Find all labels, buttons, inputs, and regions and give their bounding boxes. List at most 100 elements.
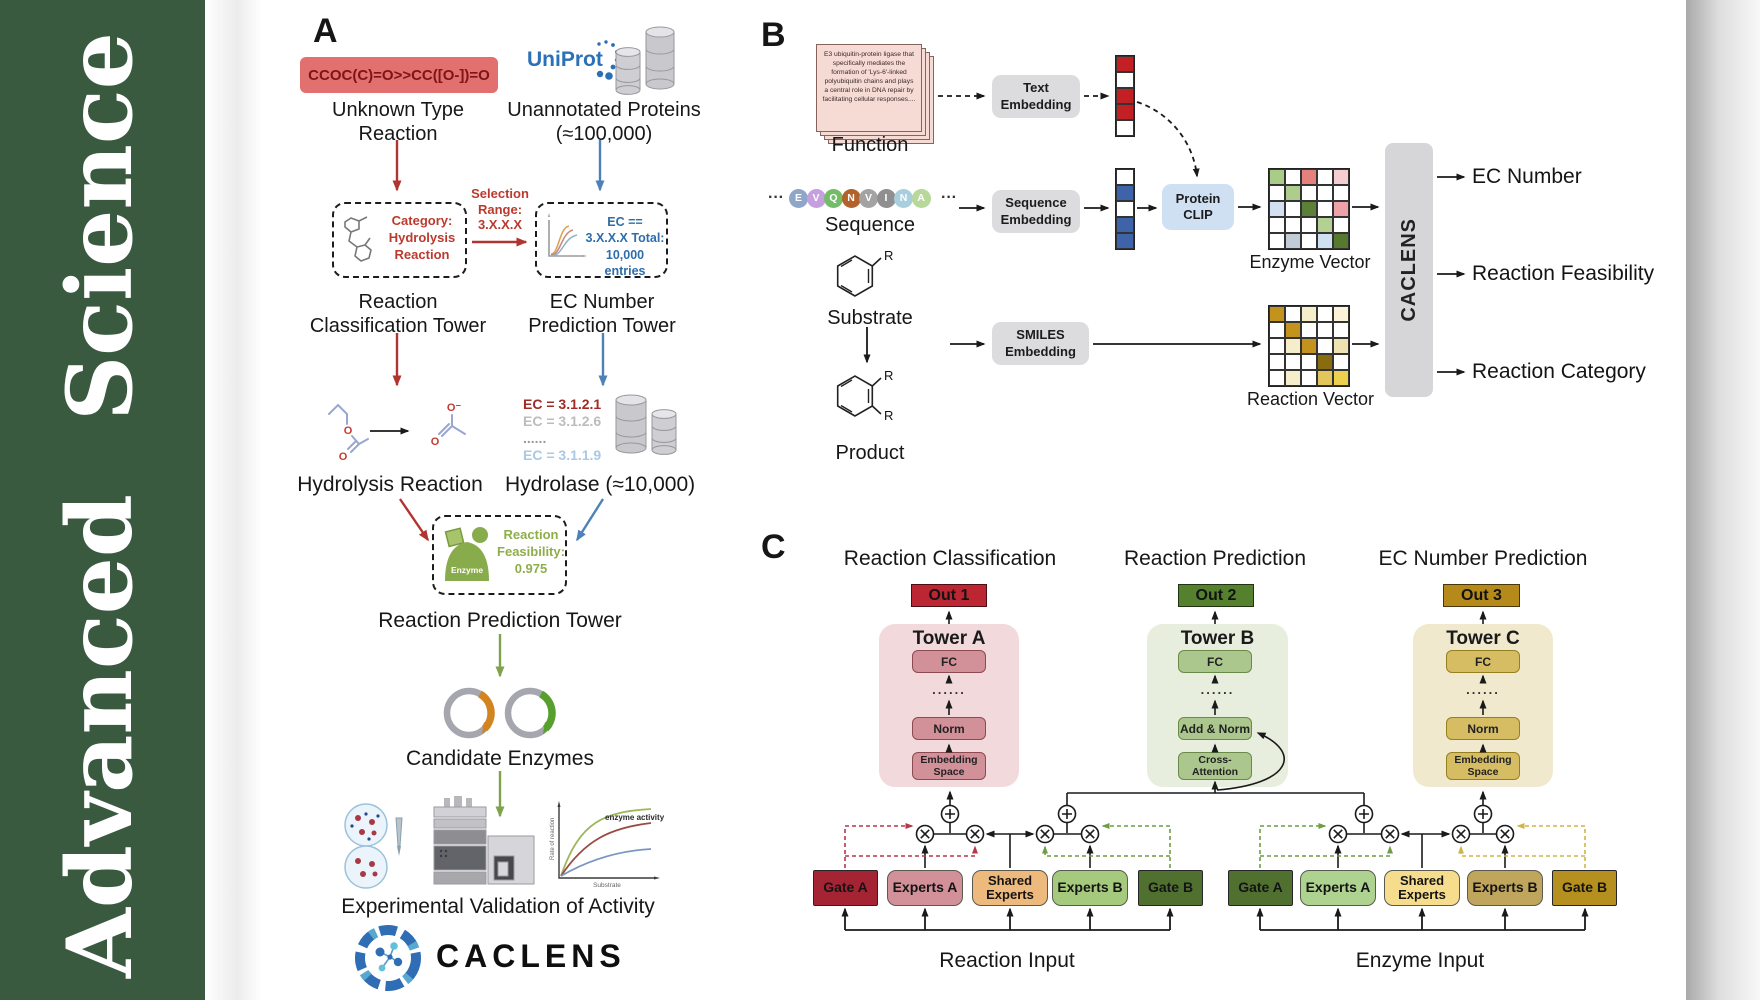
cell (1301, 306, 1317, 322)
enzyme-icon: Enzyme (444, 527, 489, 581)
output-ec-number: EC Number (1472, 165, 1582, 188)
cell (1269, 233, 1285, 249)
prediction-tower-label: Reaction Prediction Tower (378, 609, 622, 632)
reaction-smiles-box: CCOC(C)=O>>CC([O-])=O (300, 57, 498, 93)
plot-xlabel: Substrate (593, 882, 621, 889)
moe-left-gate-a: Gate A (813, 870, 878, 906)
cell (1301, 233, 1317, 249)
sequence-embedding-box: Sequence Embedding (992, 190, 1080, 233)
residue-V: V (859, 189, 878, 208)
residue-N: N (894, 189, 913, 208)
protein-clip-box: Protein CLIP (1162, 184, 1234, 230)
function-card: E3 ubiquitin-protein ligase that specifi… (816, 44, 922, 132)
candidate-enzymes-label: Candidate Enzymes (406, 747, 594, 770)
moe-right-experts-b: Experts B (1467, 870, 1543, 906)
moe-left-gate-b: Gate B (1138, 870, 1203, 906)
ec-candidate: EC = 3.1.2.1 (523, 396, 602, 412)
sequence-label: Sequence (824, 214, 916, 236)
cell (1285, 233, 1301, 249)
panel-a-label: A (313, 12, 338, 50)
hydrolase-label: Hydrolase (≈10,000) (505, 473, 696, 496)
out1-box: Out 1 (911, 584, 987, 607)
cell (1301, 354, 1317, 370)
cell (1317, 201, 1333, 217)
cell (1285, 338, 1301, 354)
svg-text:O: O (339, 451, 348, 463)
tower-a-title: Tower A (912, 628, 986, 649)
panel-b-label: B (761, 16, 786, 54)
cell (1116, 104, 1134, 120)
cell (1285, 217, 1301, 233)
enzyme-vector-matrix (1268, 168, 1350, 250)
output-reaction-category: Reaction Category (1472, 360, 1646, 383)
tower-c-embedding-space: Embedding Space (1446, 752, 1520, 780)
moe-left-shared-experts: Shared Experts (972, 870, 1048, 906)
feasibility-text: Reaction Feasibility: 0.975 (497, 527, 565, 576)
cell (1116, 185, 1134, 201)
reaction-input-label: Reaction Input (939, 949, 1075, 972)
ester-molecule: O O (328, 403, 369, 463)
tower-c-title: Tower C (1446, 628, 1520, 649)
product-molecule: R R (836, 368, 893, 423)
svg-text:O⁻: O⁻ (447, 402, 462, 414)
page-left-shadow (207, 0, 262, 1000)
cell (1116, 88, 1134, 104)
cell (1269, 306, 1285, 322)
cell (1301, 322, 1317, 338)
cell (1285, 354, 1301, 370)
cell (1333, 201, 1349, 217)
panel-c-label: C (761, 528, 786, 566)
cell (1285, 169, 1301, 185)
cell (1285, 306, 1301, 322)
cell (1317, 217, 1333, 233)
activity-plot: enzyme activity Rate of reaction Substra… (550, 801, 665, 889)
moe-left-experts-a: Experts A (887, 870, 963, 906)
cell (1285, 201, 1301, 217)
tower-b-cross-attention: Cross-Attention (1178, 752, 1252, 780)
cell (1333, 169, 1349, 185)
classification-tower-label: Reaction Classification Tower (309, 291, 487, 338)
residue-N: N (841, 189, 861, 208)
tower-c-norm: Norm (1446, 717, 1520, 740)
cell (1301, 201, 1317, 217)
cell (1269, 185, 1285, 201)
output-reaction-feasibility: Reaction Feasibility (1472, 262, 1655, 285)
residue-I: I (876, 189, 896, 208)
tower-b-add-norm: Add & Norm (1178, 717, 1252, 740)
tower-a-dots: ...... (932, 682, 966, 697)
cell (1333, 354, 1349, 370)
cell (1269, 322, 1285, 338)
cell (1317, 370, 1333, 386)
substrate-label: Substrate (827, 307, 913, 329)
column-title-reaction-classification: Reaction Classification (843, 547, 1057, 570)
cell (1116, 56, 1134, 72)
database-icon-hydrolase (615, 394, 677, 455)
substrate-r-label: R (884, 248, 893, 263)
ec-candidate: ...... (523, 430, 547, 446)
cell (1333, 338, 1349, 354)
moe-right-gate-a: Gate A (1228, 870, 1293, 906)
caclens-bar: CACLENS (1385, 143, 1433, 397)
hydrolysis-label: Hydrolysis Reaction (297, 473, 483, 496)
cell (1285, 185, 1301, 201)
moe-right-gate-b: Gate B (1552, 870, 1617, 906)
journal-name: Advanced Science (47, 32, 153, 978)
substrate-molecule: R (836, 248, 893, 297)
reaction-classification-box (332, 202, 467, 278)
sequence-ellipsis-left: ··· (768, 189, 784, 206)
ec-box-text: EC == 3.X.X.X Total: 10,000 entries (585, 215, 665, 278)
cell (1333, 217, 1349, 233)
cell (1301, 169, 1317, 185)
cell (1333, 185, 1349, 201)
residue-V: V (806, 189, 826, 208)
selection-range-text: Selection Range: 3.X.X.X (471, 186, 529, 233)
petri-dish-icon (344, 803, 403, 889)
tower-c-fc: FC (1446, 650, 1520, 673)
column-title-reaction-prediction: Reaction Prediction (1123, 547, 1307, 570)
tower-a-embedding-space: Embedding Space (912, 752, 986, 780)
tower-b-dots: ...... (1200, 682, 1235, 697)
cell (1285, 322, 1301, 338)
cell (1285, 370, 1301, 386)
cell (1269, 217, 1285, 233)
